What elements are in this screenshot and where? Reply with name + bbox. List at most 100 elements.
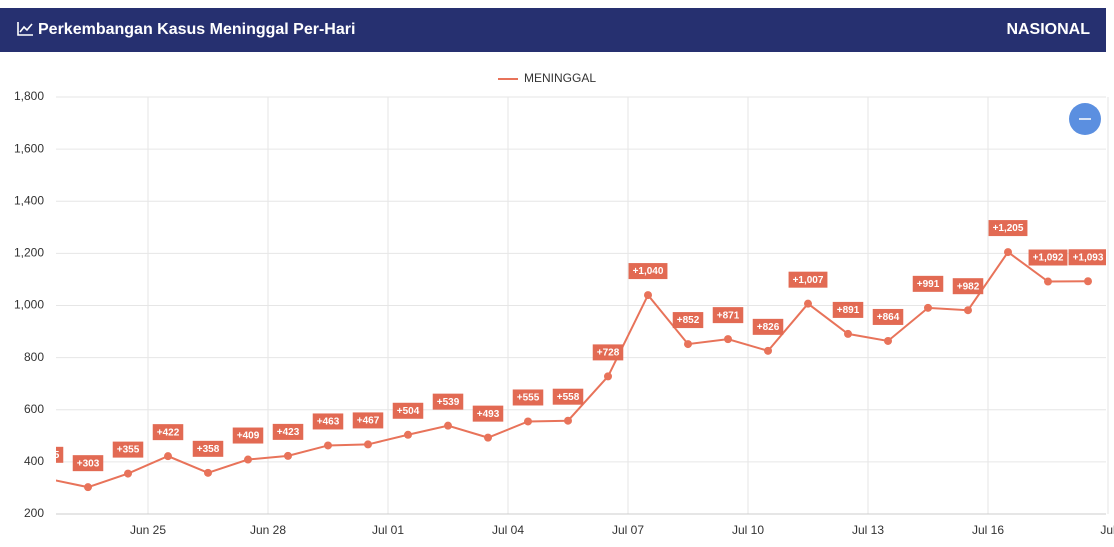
data-label: +355 [117,445,140,456]
x-tick-label: Jul 07 [612,523,644,537]
data-label: +826 [757,322,780,333]
label-box [988,220,1028,237]
point [324,441,332,450]
data-label: +555 [517,393,540,404]
y-tick-label: 1,200 [14,246,44,260]
header-region: NASIONAL [1006,21,1090,38]
label-box [272,423,304,440]
data-label: +728 [597,348,620,359]
point [724,335,732,344]
label-box [752,318,784,335]
data-label: +991 [917,279,940,290]
data-label: +504 [397,406,420,417]
data-label: +303 [77,458,100,469]
y-tick-label: 1,400 [14,193,44,207]
label-box [672,312,704,329]
x-tick-label: Jul 16 [972,523,1004,537]
label-box [432,393,464,410]
data-label: +422 [157,427,180,438]
label-box [872,308,904,325]
x-tick-label: Jun 28 [250,523,286,537]
point [404,430,412,439]
point [444,421,452,430]
data-label: +463 [317,417,340,428]
y-tick-label: 1,000 [14,298,44,312]
point [924,303,932,312]
header-bar [0,8,1106,52]
label-box [628,263,668,280]
point [644,291,652,300]
data-label: +1,093 [1073,252,1104,263]
data-label: +871 [717,310,740,321]
data-label: +423 [277,427,300,438]
point [284,451,292,460]
data-label: +1,092 [1033,253,1064,264]
label-box [912,275,944,292]
label-box [512,389,544,406]
label-box [1028,249,1068,266]
label-box [352,412,384,429]
label-box [112,441,144,458]
x-tick-label: Jul 10 [732,523,764,537]
label-box [192,440,224,457]
point [684,340,692,349]
point [604,372,612,381]
data-label: +409 [237,431,260,442]
y-tick-label: 400 [24,454,44,468]
label-box [312,413,344,430]
point [484,433,492,442]
point [84,483,92,492]
data-label: +1,040 [633,266,664,277]
label-box [952,278,984,295]
x-tick-label: Jul 01 [372,523,404,537]
header-title: Perkembangan Kasus Meninggal Per-Hari [38,21,355,38]
point [804,299,812,308]
data-label: +467 [357,416,380,427]
plot: 200 400 600 800 1,000 1,200 1,400 1,600 1,800 Jun… [14,89,1114,537]
label-box [392,402,424,419]
point [1004,248,1012,257]
data-label: +358 [197,444,220,455]
data-label: +558 [557,392,580,403]
label-box [712,307,744,324]
label-box [832,301,864,318]
data-label: +982 [957,281,980,292]
point [164,452,172,461]
y-tick-label: 800 [24,350,44,364]
data-label: +493 [477,409,500,420]
x-tick-label: Jun 25 [130,523,166,537]
data-label: +891 [837,305,860,316]
data-label: +539 [437,397,460,408]
chart-icon [17,22,33,36]
point [844,329,852,338]
point [1084,277,1092,286]
x-tick-label: Jul [1100,523,1114,537]
data-label: +1,007 [793,275,824,286]
point [364,440,372,449]
data-label: +864 [877,312,900,323]
data-label: +1,205 [993,223,1024,234]
label-box [72,455,104,472]
point [564,416,572,425]
y-tick-label: 600 [24,402,44,416]
point [44,475,52,483]
point [1044,277,1052,286]
label-box [1068,249,1106,266]
point [764,346,772,355]
point [204,468,212,477]
data-label: +335 [37,450,60,461]
point [964,306,972,315]
point [124,469,132,478]
series: +335 +303 +355 +422 +358 +409 +423 +463 +467 +504… [37,220,1106,492]
y-tick-label: 1,600 [14,141,44,155]
collapse-button[interactable] [1069,103,1101,135]
x-tick-label: Jul 04 [492,523,524,537]
label-box [788,271,828,288]
label-box [56,446,64,463]
data-label: +852 [677,315,700,326]
label-box [152,424,184,441]
label-box [592,344,624,361]
y-tick-label: 1,800 [14,89,44,103]
x-tick-label: Jul 13 [852,523,884,537]
